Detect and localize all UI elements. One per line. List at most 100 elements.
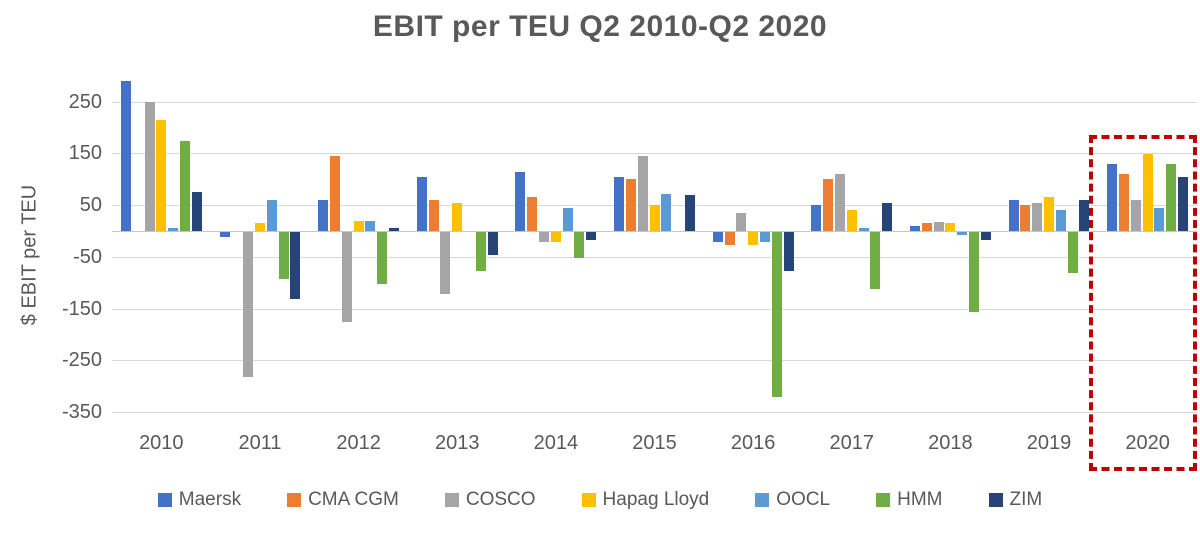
bar-zim-2011 <box>290 232 301 300</box>
bar-zim-2016 <box>783 232 794 271</box>
bar-zim-2010 <box>191 192 202 231</box>
bar-hapag-lloyd-2016 <box>748 232 759 245</box>
legend-item-cosco: COSCO <box>444 489 536 511</box>
gridline <box>112 360 1197 362</box>
x-axis-label-2017: 2017 <box>829 432 875 454</box>
y-tick-label: 50 <box>79 194 102 217</box>
bar-hapag-lloyd-2018 <box>945 223 956 231</box>
bar-cosco-2010 <box>144 101 155 231</box>
x-axis-label-2013: 2013 <box>434 432 480 454</box>
bar-cosco-2018 <box>933 221 944 231</box>
bar-oocl-2016 <box>759 232 770 243</box>
bar-cosco-2014 <box>539 232 550 243</box>
bar-maersk-2014 <box>515 171 526 231</box>
bar-maersk-2010 <box>120 81 131 231</box>
bar-hmm-2014 <box>574 232 585 258</box>
bar-oocl-2017 <box>858 228 869 231</box>
legend-label-hapag-lloyd: Hapag Lloyd <box>602 489 710 510</box>
highlight-box-2020 <box>1089 135 1197 471</box>
x-axis-label-2015: 2015 <box>632 432 677 454</box>
bar-cosco-2016 <box>736 212 747 231</box>
legend-item-cma-cgm: CMA CGM <box>287 489 399 511</box>
chart-title: EBIT per TEU Q2 2010-Q2 2020 <box>372 10 828 43</box>
bar-cma-cgm-2018 <box>921 223 932 231</box>
gridline <box>112 256 1197 258</box>
x-axis-label-2016: 2016 <box>730 432 776 454</box>
y-tick-label: -150 <box>61 297 102 320</box>
bar-oocl-2012 <box>365 220 376 231</box>
bar-oocl-2010 <box>168 228 179 231</box>
bar-maersk-2013 <box>416 176 427 231</box>
bar-maersk-2020 <box>1107 163 1118 231</box>
bar-zim-2019 <box>1079 199 1090 231</box>
bar-maersk-2011 <box>219 232 230 238</box>
bar-hmm-2019 <box>1067 232 1078 274</box>
bar-zim-2014 <box>586 232 597 240</box>
bar-cma-cgm-2019 <box>1020 205 1031 231</box>
cosco-swatch-icon <box>444 493 459 507</box>
bar-cosco-2020 <box>1130 199 1141 231</box>
bar-maersk-2018 <box>909 225 920 231</box>
bar-zim-2015 <box>684 194 695 231</box>
x-axis-label-2019: 2019 <box>1026 432 1072 454</box>
x-axis-label-2018: 2018 <box>928 432 973 454</box>
bar-cma-cgm-2014 <box>527 197 538 231</box>
bar-hapag-lloyd-2017 <box>846 210 857 231</box>
y-tick-label: -250 <box>61 349 102 372</box>
y-tick-label: -50 <box>73 245 102 268</box>
hmm-swatch-icon <box>876 493 891 507</box>
bar-hapag-lloyd-2012 <box>353 220 364 231</box>
x-axis-label-2012: 2012 <box>336 432 381 454</box>
bar-maersk-2015 <box>614 176 625 231</box>
bar-cosco-2017 <box>834 174 845 231</box>
bar-zim-2017 <box>882 202 893 231</box>
bar-hapag-lloyd-2020 <box>1142 154 1153 231</box>
legend-item-hmm: HMM <box>876 489 943 511</box>
bar-hmm-2010 <box>179 140 190 231</box>
bar-hmm-2012 <box>377 232 388 284</box>
bar-oocl-2011 <box>266 199 277 231</box>
bar-hapag-lloyd-2019 <box>1044 197 1055 231</box>
bar-hmm-2011 <box>278 232 289 279</box>
x-axis-label-2011: 2011 <box>238 432 282 454</box>
bar-maersk-2017 <box>811 205 822 231</box>
bar-hmm-2016 <box>771 232 782 398</box>
bar-cma-cgm-2012 <box>329 156 340 231</box>
bar-maersk-2012 <box>318 199 329 231</box>
y-tick-label: -350 <box>61 400 102 423</box>
bar-cma-cgm-2015 <box>625 179 636 231</box>
y-tick-label: 250 <box>68 90 102 113</box>
legend-label-zim: ZIM <box>1009 489 1043 510</box>
y-tick-label: 150 <box>68 142 102 165</box>
bar-oocl-2019 <box>1055 210 1066 231</box>
gridline <box>112 101 1197 103</box>
bar-hmm-2013 <box>475 232 486 271</box>
bar-hapag-lloyd-2014 <box>550 232 561 243</box>
bar-zim-2012 <box>389 228 399 231</box>
x-axis-label-2014: 2014 <box>533 432 579 454</box>
plot-area <box>112 75 1197 420</box>
bar-oocl-2018 <box>957 232 968 235</box>
legend-label-cosco: COSCO <box>465 489 536 510</box>
legend-item-maersk: Maersk <box>157 489 242 511</box>
bar-cosco-2013 <box>440 232 451 295</box>
cma-cgm-swatch-icon <box>287 493 302 507</box>
bar-cosco-2012 <box>341 232 352 323</box>
gridline <box>112 153 1197 155</box>
legend-label-maersk: Maersk <box>178 489 242 510</box>
hapag-lloyd-swatch-icon <box>581 493 596 507</box>
bar-maersk-2019 <box>1008 199 1019 231</box>
bar-hmm-2020 <box>1166 163 1177 231</box>
bar-oocl-2020 <box>1154 207 1165 231</box>
bar-hmm-2018 <box>969 232 980 313</box>
bar-cma-cgm-2020 <box>1119 174 1130 231</box>
bar-hapag-lloyd-2010 <box>156 119 167 231</box>
bar-maersk-2016 <box>712 232 723 243</box>
legend-item-zim: ZIM <box>988 489 1043 511</box>
x-axis-label-2010: 2010 <box>139 432 184 454</box>
oocl-swatch-icon <box>755 493 770 507</box>
bar-hapag-lloyd-2013 <box>452 202 463 231</box>
bar-cma-cgm-2013 <box>428 199 439 231</box>
legend-label-hmm: HMM <box>897 489 943 510</box>
